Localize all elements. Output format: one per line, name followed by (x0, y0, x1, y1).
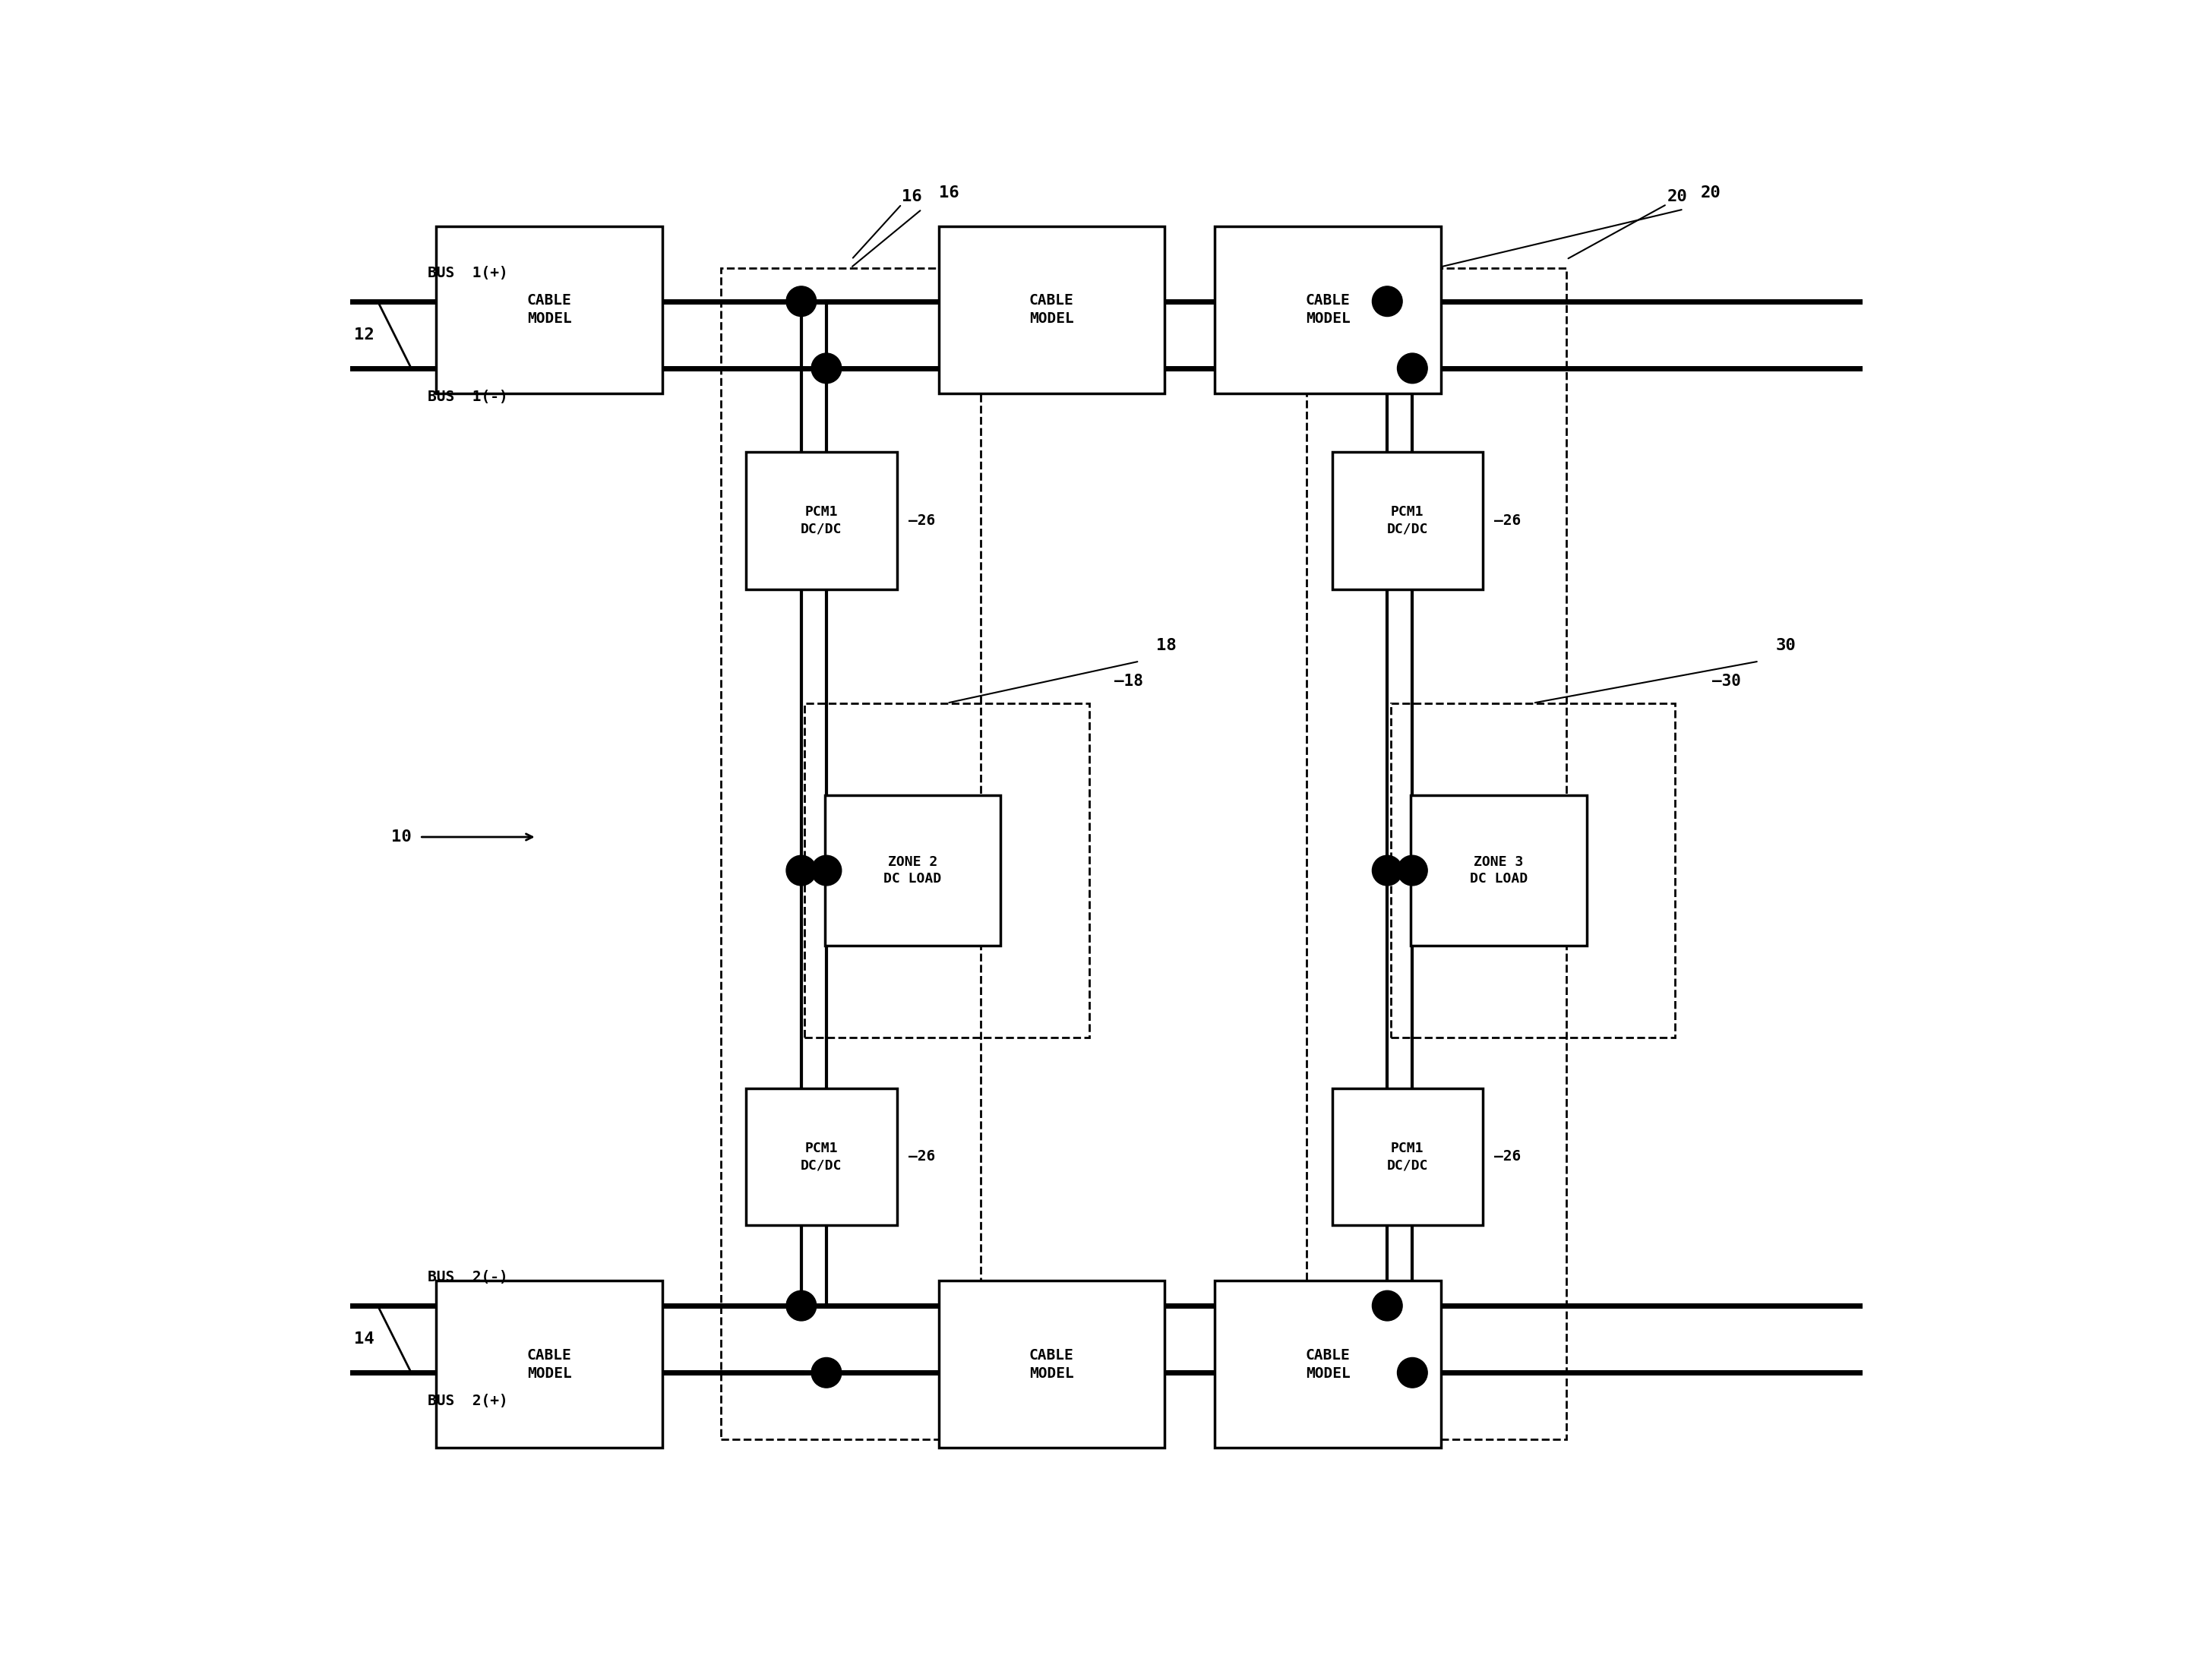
Bar (825, 795, 1000, 946)
Text: BUS  1(+): BUS 1(+) (427, 266, 509, 280)
Bar (1214, 226, 1440, 393)
Text: CABLE
MODEL: CABLE MODEL (1029, 1348, 1073, 1381)
Bar (1411, 795, 1586, 946)
Text: —30: —30 (1712, 673, 1741, 690)
Text: CABLE
MODEL: CABLE MODEL (1305, 293, 1349, 326)
Text: 20: 20 (1668, 189, 1688, 204)
Bar (1214, 1281, 1440, 1448)
Circle shape (785, 286, 816, 316)
Bar (745, 452, 896, 589)
Text: —26: —26 (1495, 1150, 1522, 1163)
Text: 16: 16 (938, 186, 958, 201)
Bar (1307, 268, 1566, 1440)
Text: BUS  2(-): BUS 2(-) (427, 1271, 509, 1284)
Text: 16: 16 (902, 189, 922, 204)
Bar (1332, 1088, 1482, 1225)
Text: ZONE 3
DC LOAD: ZONE 3 DC LOAD (1469, 855, 1528, 886)
Circle shape (1371, 855, 1402, 886)
Circle shape (1371, 286, 1402, 316)
Text: CABLE
MODEL: CABLE MODEL (1305, 1348, 1349, 1381)
Circle shape (1371, 1291, 1402, 1321)
Text: BUS  2(+): BUS 2(+) (427, 1394, 509, 1408)
Text: —26: —26 (909, 1150, 936, 1163)
Text: CABLE
MODEL: CABLE MODEL (1029, 293, 1073, 326)
Bar (721, 268, 980, 1440)
Text: —26: —26 (909, 514, 936, 527)
Text: 14: 14 (354, 1331, 374, 1348)
Text: —18: —18 (1115, 673, 1144, 690)
Text: PCM1
DC/DC: PCM1 DC/DC (1387, 506, 1429, 536)
Bar (1332, 452, 1482, 589)
Circle shape (1398, 353, 1427, 383)
Text: 20: 20 (1701, 186, 1721, 201)
Text: 18: 18 (1157, 638, 1177, 653)
Circle shape (1398, 1358, 1427, 1388)
Text: BUS  1(-): BUS 1(-) (427, 390, 509, 403)
Circle shape (785, 1291, 816, 1321)
Bar (805, 703, 1088, 1038)
Text: ZONE 2
DC LOAD: ZONE 2 DC LOAD (885, 855, 942, 886)
Bar (436, 226, 661, 393)
Text: CABLE
MODEL: CABLE MODEL (526, 1348, 571, 1381)
Text: PCM1
DC/DC: PCM1 DC/DC (1387, 1142, 1429, 1172)
Text: PCM1
DC/DC: PCM1 DC/DC (801, 506, 843, 536)
Circle shape (812, 855, 841, 886)
Text: CABLE
MODEL: CABLE MODEL (526, 293, 571, 326)
Bar (436, 1281, 661, 1448)
Circle shape (812, 353, 841, 383)
Circle shape (1398, 855, 1427, 886)
Bar (938, 1281, 1164, 1448)
Bar (745, 1088, 896, 1225)
Text: —26: —26 (1495, 514, 1522, 527)
Bar (938, 226, 1164, 393)
Text: 10: 10 (392, 829, 411, 845)
Bar (1391, 703, 1674, 1038)
Circle shape (812, 1358, 841, 1388)
Text: 12: 12 (354, 326, 374, 343)
Text: 30: 30 (1776, 638, 1796, 653)
Text: PCM1
DC/DC: PCM1 DC/DC (801, 1142, 843, 1172)
Circle shape (785, 855, 816, 886)
